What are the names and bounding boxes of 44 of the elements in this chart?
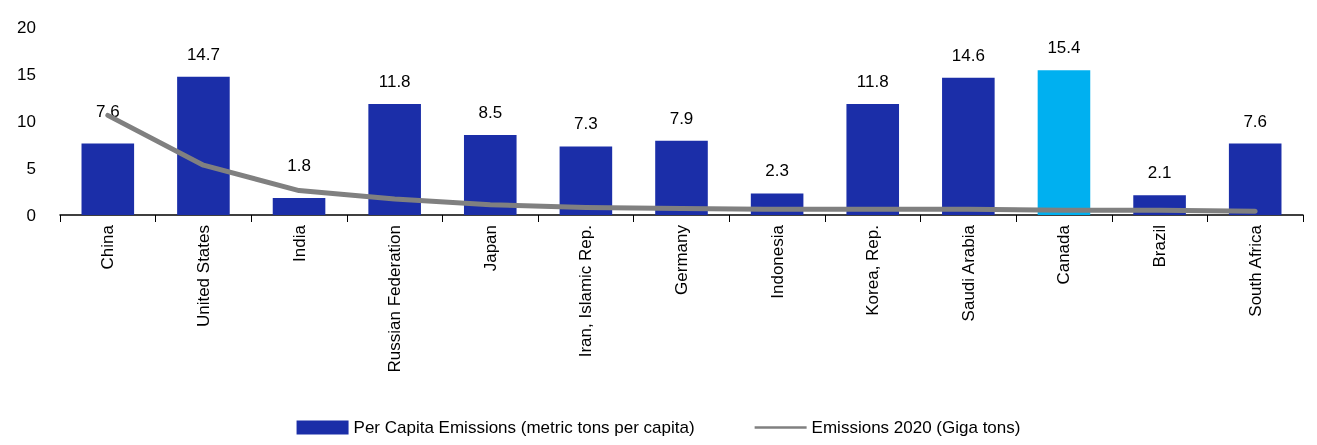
data-label: 8.5 <box>478 103 503 123</box>
x-tick-label: China <box>98 224 118 270</box>
bar <box>559 146 613 215</box>
x-tick-label: Canada <box>1054 224 1074 285</box>
x-tick-label: South Africa <box>1245 224 1265 317</box>
y-tick-label: 20 <box>17 17 36 37</box>
x-tick-label: Japan <box>480 225 500 272</box>
bar <box>463 135 517 215</box>
bar <box>1228 143 1282 215</box>
x-tick-label: United States <box>193 225 213 328</box>
x-tick-label: Indonesia <box>767 224 787 299</box>
bar <box>942 77 995 215</box>
y-tick-label: 15 <box>17 64 36 84</box>
data-label: 15.4 <box>1047 38 1081 58</box>
data-label: 14.6 <box>951 45 985 65</box>
data-label: 1.8 <box>287 156 311 176</box>
x-tick-label: India <box>289 224 309 262</box>
data-label: 11.8 <box>856 72 889 92</box>
data-label: 11.8 <box>378 72 411 92</box>
x-tick-label: Iran, Islamic Rep. <box>576 225 596 358</box>
bar <box>81 143 135 215</box>
legend-label: Per Capita Emissions (metric tons per capita) <box>353 418 695 437</box>
data-label: 2.3 <box>765 161 789 181</box>
x-tick-label: Brazil <box>1150 225 1170 268</box>
data-label: 14.7 <box>186 44 220 64</box>
bar <box>1037 70 1091 215</box>
y-tick-label: 5 <box>26 158 36 178</box>
bar <box>368 104 421 215</box>
x-tick-label: Korea, Rep. <box>863 225 883 316</box>
data-label: 7.9 <box>669 108 694 128</box>
y-tick-label: 10 <box>17 111 36 131</box>
bar <box>272 198 326 215</box>
x-tick-label: Saudi Arabia <box>958 224 978 322</box>
data-label: 7.6 <box>95 101 120 121</box>
data-label: 7.6 <box>1243 111 1268 131</box>
legend-label: Emissions 2020 (Giga tons) <box>811 418 1021 437</box>
data-label: 2.1 <box>1147 163 1172 183</box>
x-tick-label: Russian Federation <box>385 225 405 373</box>
bar <box>655 140 708 215</box>
bar <box>177 76 230 215</box>
x-tick-label: Germany <box>672 224 691 295</box>
y-tick-label: 0 <box>26 205 36 225</box>
bar <box>846 104 900 215</box>
data-label: 7.3 <box>574 114 598 134</box>
